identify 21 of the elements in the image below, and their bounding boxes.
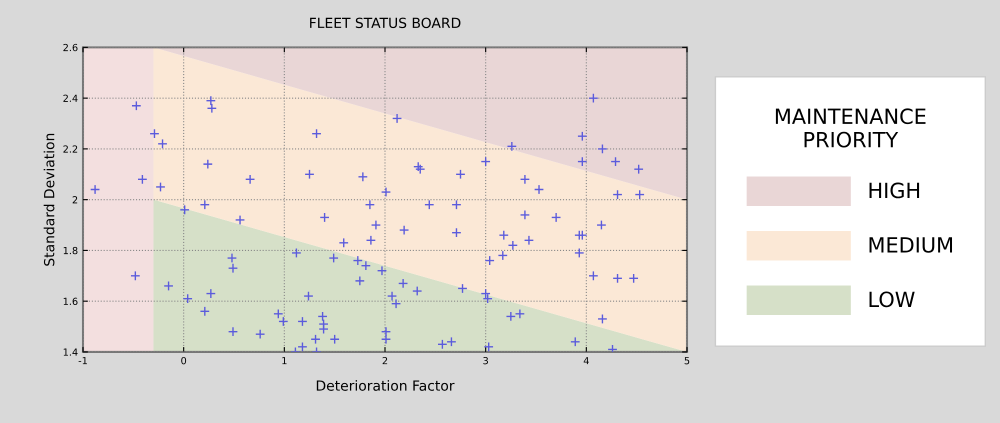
y-tick-label: 1.8 [64,246,78,254]
y-tick-label: 2 [72,196,78,204]
x-tick-label: 0 [181,356,186,364]
legend-label: HIGH [870,182,920,198]
chart-title: FLEET STATUS BOARD [310,18,460,28]
x-tick-label: 1 [282,357,287,364]
y-tick-label: 2.4 [63,94,78,102]
x-tick-label: 2 [382,356,388,364]
y-tick-label: 1.6 [64,298,78,306]
x-tick-label: 3 [483,356,488,364]
x-tick-label: -1 [78,357,87,364]
x-axis-title: Deterioration Factor [316,380,455,391]
y-tick-label: 2.2 [63,145,78,153]
y-tick-label: 1.4 [64,348,78,356]
legend-label: LOW [870,291,915,308]
legend-label: MEDIUM [870,237,952,253]
legend-title: MAINTENANCE PRIORITY [776,108,926,148]
x-tick-label: 4 [584,357,589,364]
y-axis-title: Standard Deviation [44,134,54,266]
y-tick-label: 2.6 [63,44,78,52]
x-tick-label: 5 [684,357,690,364]
